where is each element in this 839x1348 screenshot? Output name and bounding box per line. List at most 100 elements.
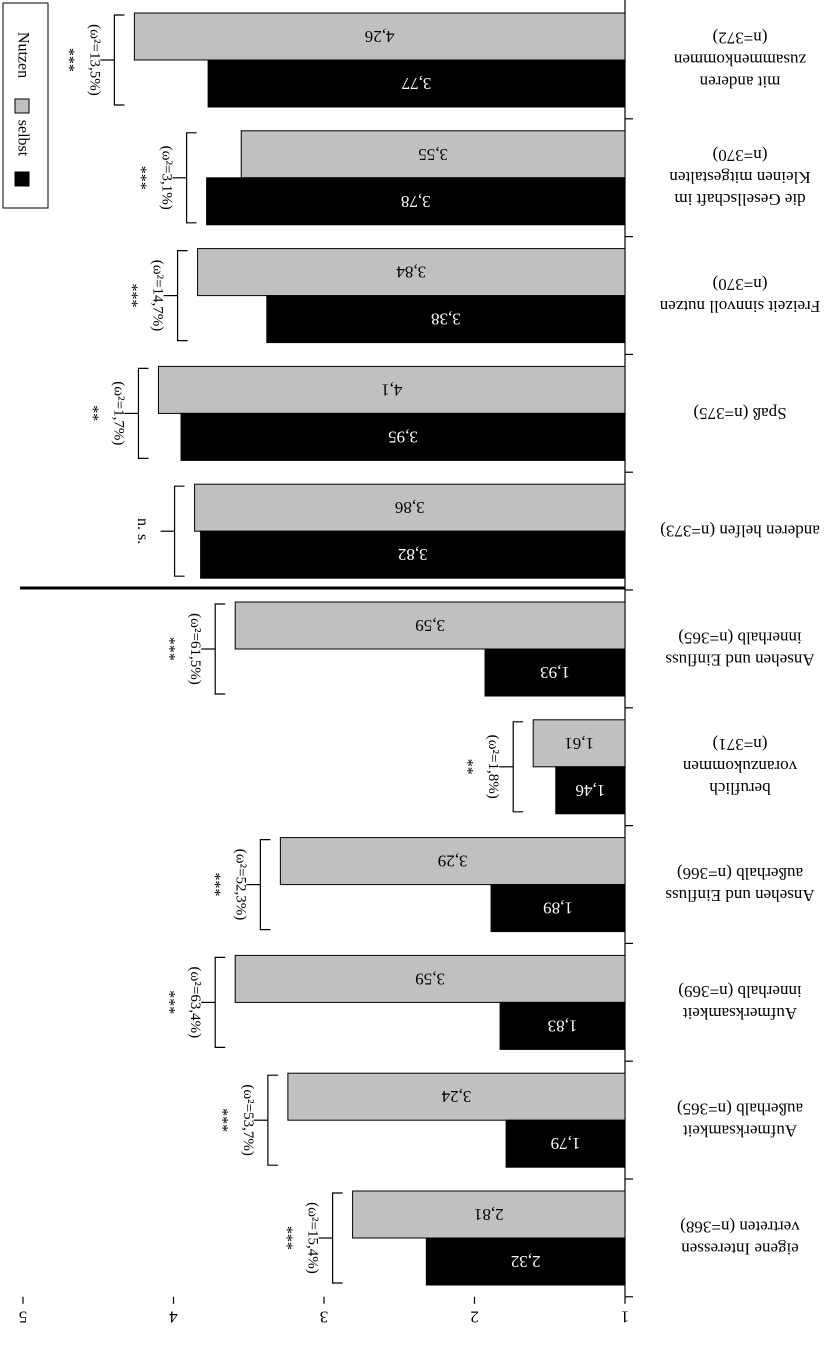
tick-label: 2 [470, 1307, 479, 1326]
bar-selbst [425, 1237, 626, 1286]
bar-nutzen [532, 719, 626, 768]
category-label: innerhalb (n=365) [678, 628, 801, 647]
bar-nutzen [234, 601, 626, 650]
bar-selbst [266, 295, 626, 344]
value-label-selbst: 1,46 [576, 781, 606, 800]
value-label-nutzen: 3,29 [438, 852, 468, 871]
value-label-nutzen: 3,86 [395, 498, 425, 517]
category-label: vertreten (n=368) [680, 1217, 800, 1236]
legend-swatch-selbst [14, 171, 30, 187]
significance-stars: *** [278, 1226, 295, 1250]
effect-size-label: (ω²=61,5%) [187, 613, 203, 685]
value-label-nutzen: 4,1 [381, 380, 402, 399]
category-label: außerhalb (n=366) [677, 864, 803, 883]
significance-stars: ** [459, 759, 476, 775]
significance-bracket [214, 956, 226, 1048]
plot-area: 1 2 3 4 5 4,26 3,77 mit anderen zusammenkommen (n… [2, 0, 820, 1326]
category-label: Ansehen und Einfluss [665, 650, 814, 669]
value-label-selbst: 1,89 [543, 899, 573, 918]
category-label: Aufmerksamkeit [683, 1004, 798, 1023]
value-label-selbst: 1,79 [551, 1134, 581, 1153]
value-label-nutzen: 2,81 [474, 1205, 504, 1224]
value-label-selbst: 3,82 [398, 545, 428, 564]
significance-bracket [186, 132, 197, 224]
significance-bracket [137, 367, 149, 459]
bar-nutzen [279, 837, 626, 886]
effect-size-label: (ω²=1,7%) [110, 381, 126, 445]
bar-selbst [499, 1001, 626, 1050]
legend-label-nutzen: Nutzen [15, 32, 32, 78]
bar-nutzen [197, 248, 626, 297]
significance-bracket [214, 603, 226, 695]
category-label: Ansehen und Einfluss [665, 886, 814, 905]
significance-stars: *** [213, 1108, 230, 1132]
effect-size-label: (ω²=53,7%) [240, 1084, 256, 1156]
bar-selbst [180, 412, 626, 461]
category-label: außerhalb (n=365) [677, 1100, 803, 1119]
significance-bracket [331, 1192, 343, 1284]
tick-label: 4 [169, 1307, 178, 1326]
effect-size-label: (ω²=1,8%) [485, 735, 501, 799]
significance-stars: *** [206, 873, 223, 897]
effect-size-label: (ω²=14,7%) [150, 260, 166, 332]
significance-stars: *** [123, 284, 140, 308]
bar-selbst [490, 884, 626, 933]
value-label-nutzen: 4,26 [365, 27, 395, 46]
value-label-nutzen: 3,55 [418, 145, 448, 164]
category-label: eigene Interessen [681, 1239, 799, 1258]
legend: selbst Nutzen [2, 2, 49, 209]
value-label-nutzen: 3,59 [415, 616, 445, 635]
category-label: die Gesellschaft im [674, 190, 805, 209]
bar-selbst [555, 766, 626, 815]
value-label-selbst: 3,95 [388, 427, 418, 446]
significance-bracket [267, 1074, 278, 1166]
category-label: Kleinen mitgestalten [669, 168, 811, 187]
bar-nutzen [352, 1190, 626, 1239]
significance-bracket [113, 14, 125, 106]
bar-nutzen [234, 954, 626, 1003]
value-label-selbst: 3,38 [431, 310, 461, 329]
significance-stars: ** [84, 405, 101, 421]
significance-bracket [259, 839, 271, 931]
value-label-selbst: 3,78 [401, 192, 431, 211]
category-label: (n=370) [713, 146, 768, 165]
category-label: (n=370) [713, 275, 768, 294]
category-label: beruflich [709, 779, 771, 798]
significance-stars: *** [161, 990, 178, 1014]
significance-stars: *** [60, 48, 77, 72]
category-label: anderen helfen (n=373) [660, 522, 820, 541]
bar-selbst [484, 648, 626, 697]
bar-nutzen [157, 365, 626, 414]
legend-label-selbst: selbst [15, 120, 32, 157]
bar-nutzen [287, 1072, 626, 1121]
significance-stars: *** [132, 166, 149, 190]
value-label-nutzen: 3,24 [441, 1087, 471, 1106]
bar-selbst [206, 177, 626, 226]
category-label: (n=371) [713, 735, 768, 754]
significance-bracket [512, 721, 524, 813]
value-label-nutzen: 3,59 [415, 969, 445, 988]
tick-label: 1 [621, 1307, 630, 1326]
effect-size-label: (ω²=52,3%) [232, 849, 248, 921]
effect-size-label: (ω²=3,1%) [159, 146, 175, 210]
category-label: Spaß (n=375) [693, 404, 786, 423]
category-label: (n=372) [713, 28, 768, 47]
value-label-selbst: 1,93 [540, 663, 570, 682]
value-label-nutzen: 3,84 [396, 263, 426, 282]
significance-stars: *** [161, 637, 178, 661]
bar-selbst [200, 530, 626, 579]
value-label-selbst: 2,32 [511, 1252, 541, 1271]
category-label: innerhalb (n=369) [678, 982, 801, 1001]
bar-selbst [207, 59, 626, 108]
value-label-nutzen: 1,61 [564, 734, 594, 753]
significance-bracket [176, 250, 188, 342]
effect-size-label: (ω²=63,4%) [187, 967, 203, 1039]
effect-size-label: (ω²=13,5%) [86, 24, 102, 96]
tick-label: 5 [19, 1307, 28, 1326]
bar-selbst [505, 1119, 626, 1168]
category-label: zusammenkommen [673, 50, 806, 69]
significance-bracket [173, 485, 185, 577]
bar-nutzen [194, 483, 626, 532]
